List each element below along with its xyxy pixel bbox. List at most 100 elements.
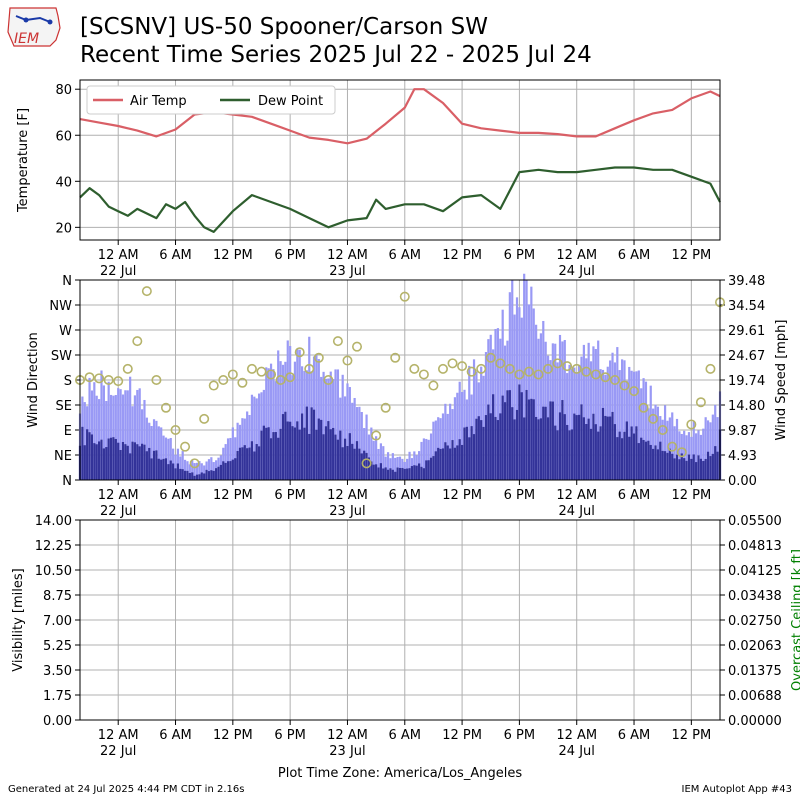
- gust-bar: [539, 333, 542, 480]
- gust-bar: [673, 426, 676, 480]
- gust-bar: [195, 462, 199, 480]
- speed-bar: [458, 439, 461, 480]
- gust-bar: [343, 396, 347, 480]
- gust-bar: [441, 413, 445, 480]
- gust-bar: [143, 399, 146, 480]
- gust-bar: [453, 397, 457, 480]
- speed-bar: [210, 470, 213, 480]
- speed-bar: [105, 447, 108, 480]
- direction-marker: [562, 361, 573, 372]
- gust-bar: [429, 433, 433, 480]
- speed-bar: [513, 419, 516, 480]
- gust-bar: [652, 408, 655, 480]
- speed-bar: [663, 451, 667, 480]
- gust-bar: [554, 343, 557, 480]
- x-tick-label: 12 PM: [442, 728, 482, 743]
- speed-bar: [549, 401, 552, 480]
- gust-bar: [289, 346, 292, 480]
- speed-bar: [477, 416, 480, 480]
- direction-marker: [227, 369, 238, 380]
- gust-bar: [272, 369, 275, 480]
- gust-bar: [114, 395, 117, 480]
- speed-bar: [659, 441, 662, 480]
- speed-bar: [188, 472, 191, 480]
- speed-bar: [714, 446, 717, 480]
- gust-bar: [372, 440, 375, 480]
- direction-marker: [94, 373, 105, 384]
- y-right-tick-label: 0.01375: [728, 664, 782, 679]
- y-right-tick-label: 0.05500: [728, 514, 782, 529]
- speed-bar: [508, 390, 511, 480]
- gust-bar: [556, 362, 559, 480]
- gust-bar: [535, 324, 538, 480]
- direction-marker: [466, 366, 477, 377]
- y-tick-label: W: [59, 324, 72, 339]
- gust-bar: [157, 426, 160, 480]
- speed-bar: [582, 417, 585, 480]
- x-tick-sublabel: 22 Jul: [100, 744, 136, 759]
- speed-bar: [418, 463, 421, 480]
- direction-marker: [676, 447, 687, 458]
- speed-bar: [379, 463, 382, 480]
- iem-logo: IEM: [7, 7, 61, 47]
- speed-bar: [272, 432, 275, 480]
- x-tick-sublabel: 23 Jul: [329, 264, 365, 279]
- gust-bar: [422, 438, 425, 480]
- direction-marker: [275, 374, 286, 385]
- y-right-tick-label: 0.00688: [728, 689, 782, 704]
- speed-bar: [525, 389, 528, 480]
- speed-bar: [95, 444, 98, 480]
- plot-frame: [79, 79, 721, 241]
- gust-bar: [671, 412, 674, 480]
- direction-marker: [648, 413, 659, 424]
- gust-bar: [102, 385, 105, 480]
- gust-bar: [630, 370, 633, 480]
- gust-bar: [501, 309, 504, 480]
- speed-bar: [623, 431, 626, 480]
- speed-bar: [544, 406, 547, 480]
- x-tick-label: 6 AM: [389, 488, 422, 503]
- direction-marker: [332, 336, 343, 347]
- speed-bar: [183, 470, 187, 480]
- gust-bar: [623, 360, 626, 480]
- speed-bar: [329, 429, 332, 480]
- direction-marker: [705, 363, 716, 374]
- speed-bar: [587, 418, 590, 480]
- gust-bar: [129, 376, 132, 480]
- speed-bar: [687, 454, 691, 480]
- y-right-tick-label: 0.00: [728, 474, 757, 489]
- direction-marker: [103, 374, 114, 385]
- speed-bar: [386, 469, 390, 480]
- gust-bar: [642, 378, 645, 480]
- speed-bar: [432, 456, 435, 480]
- speed-bar: [370, 461, 373, 480]
- speed-bar: [561, 400, 564, 480]
- direction-marker: [361, 458, 372, 469]
- speed-bar: [716, 451, 719, 480]
- gust-bar: [341, 374, 344, 480]
- speed-bar: [683, 458, 686, 480]
- x-tick-label: 6 PM: [274, 248, 305, 263]
- speed-bar: [601, 407, 605, 480]
- speed-bar: [384, 467, 387, 480]
- y-tick-label: SW: [51, 349, 72, 364]
- speed-bar: [327, 421, 330, 480]
- speed-bar: [515, 409, 519, 480]
- speed-bar: [709, 456, 712, 480]
- speed-bar: [181, 469, 184, 480]
- speed-bar: [112, 437, 115, 480]
- speed-bar: [269, 438, 273, 480]
- speed-bar: [274, 432, 277, 480]
- speed-bar: [609, 416, 612, 480]
- direction-marker: [208, 380, 219, 391]
- gust-bar: [570, 368, 574, 480]
- gust-bar: [532, 308, 535, 480]
- speed-bar: [140, 443, 144, 480]
- direction-marker: [352, 341, 363, 352]
- direction-marker: [371, 430, 382, 441]
- gust-bar: [145, 417, 148, 480]
- gust-bar: [382, 446, 385, 480]
- gust-bar: [200, 463, 203, 480]
- x-tick-label: 6 PM: [504, 728, 535, 743]
- speed-bar: [317, 418, 320, 480]
